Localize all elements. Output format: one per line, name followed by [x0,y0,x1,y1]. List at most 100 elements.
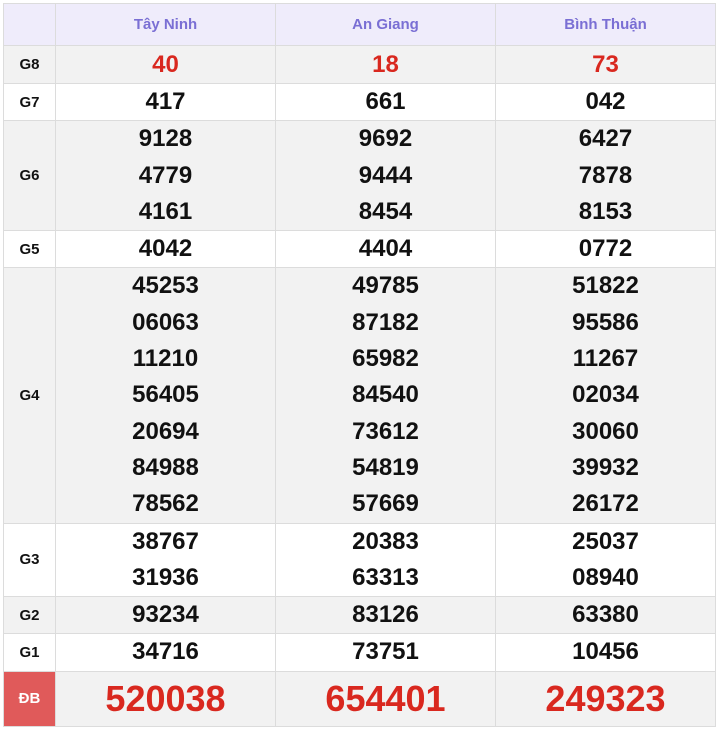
result-number: 34716 [132,638,199,666]
prize-label: G1 [3,633,56,672]
result-number: 4404 [358,235,413,263]
result-number: 95586 [572,308,639,336]
prize-label: G7 [3,82,56,122]
result-number: 40 [152,51,179,78]
prize-row-g7: G7 417 661 042 [3,82,716,122]
result-cell: 34716 [55,633,276,672]
result-number: 65982 [352,345,419,373]
result-number: 8153 [578,197,633,225]
prize-row-g5: G5 4042 4404 0772 [3,230,716,269]
result-number: 25037 [572,527,639,555]
result-number: 06063 [132,308,199,336]
result-number: 520038 [105,677,226,719]
result-number: 9444 [358,161,413,189]
result-cell: 93234 [55,596,276,635]
result-number: 4779 [138,161,193,189]
result-number: 417 [145,88,186,115]
result-cell: 18 [275,45,496,84]
result-number: 18 [372,51,399,78]
prize-label: G8 [3,45,56,84]
result-cell: 9692 9444 8454 [275,120,496,232]
result-number: 9128 [138,125,193,153]
result-number: 57669 [352,490,419,518]
result-number: 93234 [132,601,199,629]
province-header: An Giang [275,3,496,46]
result-cell: 51822 95586 11267 02034 30060 39932 26172 [495,267,716,524]
result-number: 4042 [138,235,193,263]
corner-cell [3,3,56,46]
prize-label: G5 [3,230,56,269]
prize-row-g8: G8 40 18 73 [3,45,716,84]
result-number: 56405 [132,381,199,409]
result-number: 39932 [572,453,639,481]
result-cell: 661 [275,82,496,122]
result-cell: 4042 [55,230,276,269]
prize-label: G2 [3,596,56,635]
result-number: 9692 [358,125,413,153]
result-cell: 417 [55,82,276,122]
prize-label: G6 [3,120,56,232]
result-number: 38767 [132,527,199,555]
prize-label: G3 [3,522,56,598]
prize-row-g6: G6 9128 4779 4161 9692 9444 8454 6427 7878 8153 [3,120,716,232]
result-number: 87182 [352,308,419,336]
result-cell: 042 [495,82,716,122]
result-cell: 10456 [495,633,716,672]
result-cell: 73 [495,45,716,84]
result-number: 63380 [572,601,639,629]
result-number: 84540 [352,381,419,409]
result-number: 83126 [352,601,419,629]
result-number: 11210 [132,345,199,373]
result-cell: 25037 08940 [495,522,716,598]
result-number: 49785 [352,272,419,300]
result-number: 11267 [572,345,639,373]
result-number: 78562 [132,490,199,518]
result-number: 63313 [352,563,419,591]
result-cell: 20383 63313 [275,522,496,598]
result-number: 042 [585,88,626,115]
province-header: Tây Ninh [55,3,276,46]
result-number: 02034 [572,381,639,409]
result-number: 249323 [545,677,666,719]
result-number: 20694 [132,417,199,445]
result-number: 73 [592,51,619,78]
result-cell: 249323 [495,670,716,727]
province-header: Bình Thuận [495,3,716,46]
result-cell: 654401 [275,670,496,727]
result-cell: 4404 [275,230,496,269]
result-number: 6427 [578,125,633,153]
result-cell: 0772 [495,230,716,269]
result-cell: 40 [55,45,276,84]
result-number: 0772 [578,235,633,263]
result-number: 45253 [132,272,199,300]
result-cell: 9128 4779 4161 [55,120,276,232]
result-cell: 520038 [55,670,276,727]
result-number: 73612 [352,417,419,445]
result-cell: 38767 31936 [55,522,276,598]
result-number: 54819 [352,453,419,481]
result-cell: 49785 87182 65982 84540 73612 54819 57669 [275,267,496,524]
prize-row-đb: ĐB 520038 654401 249323 [3,670,716,727]
result-number: 661 [365,88,406,115]
prize-row-g2: G2 93234 83126 63380 [3,596,716,635]
result-cell: 6427 7878 8153 [495,120,716,232]
result-cell: 83126 [275,596,496,635]
prize-label: ĐB [3,670,56,727]
result-number: 84988 [132,453,199,481]
lottery-results-table: Tây Ninh An Giang Bình Thuận G8 40 18 73 G7 4… [3,3,716,727]
result-cell: 73751 [275,633,496,672]
result-number: 10456 [572,638,639,666]
result-number: 73751 [352,638,419,666]
result-number: 4161 [138,197,193,225]
prize-row-g1: G1 34716 73751 10456 [3,633,716,672]
prize-label: G4 [3,267,56,524]
result-number: 08940 [572,563,639,591]
result-number: 8454 [358,197,413,225]
result-number: 31936 [132,563,199,591]
prize-row-g4: G4 45253 06063 11210 56405 20694 84988 78562 497… [3,267,716,524]
header-row: Tây Ninh An Giang Bình Thuận [3,3,716,46]
result-number: 26172 [572,490,639,518]
result-cell: 63380 [495,596,716,635]
result-number: 7878 [578,161,633,189]
result-number: 20383 [352,527,419,555]
